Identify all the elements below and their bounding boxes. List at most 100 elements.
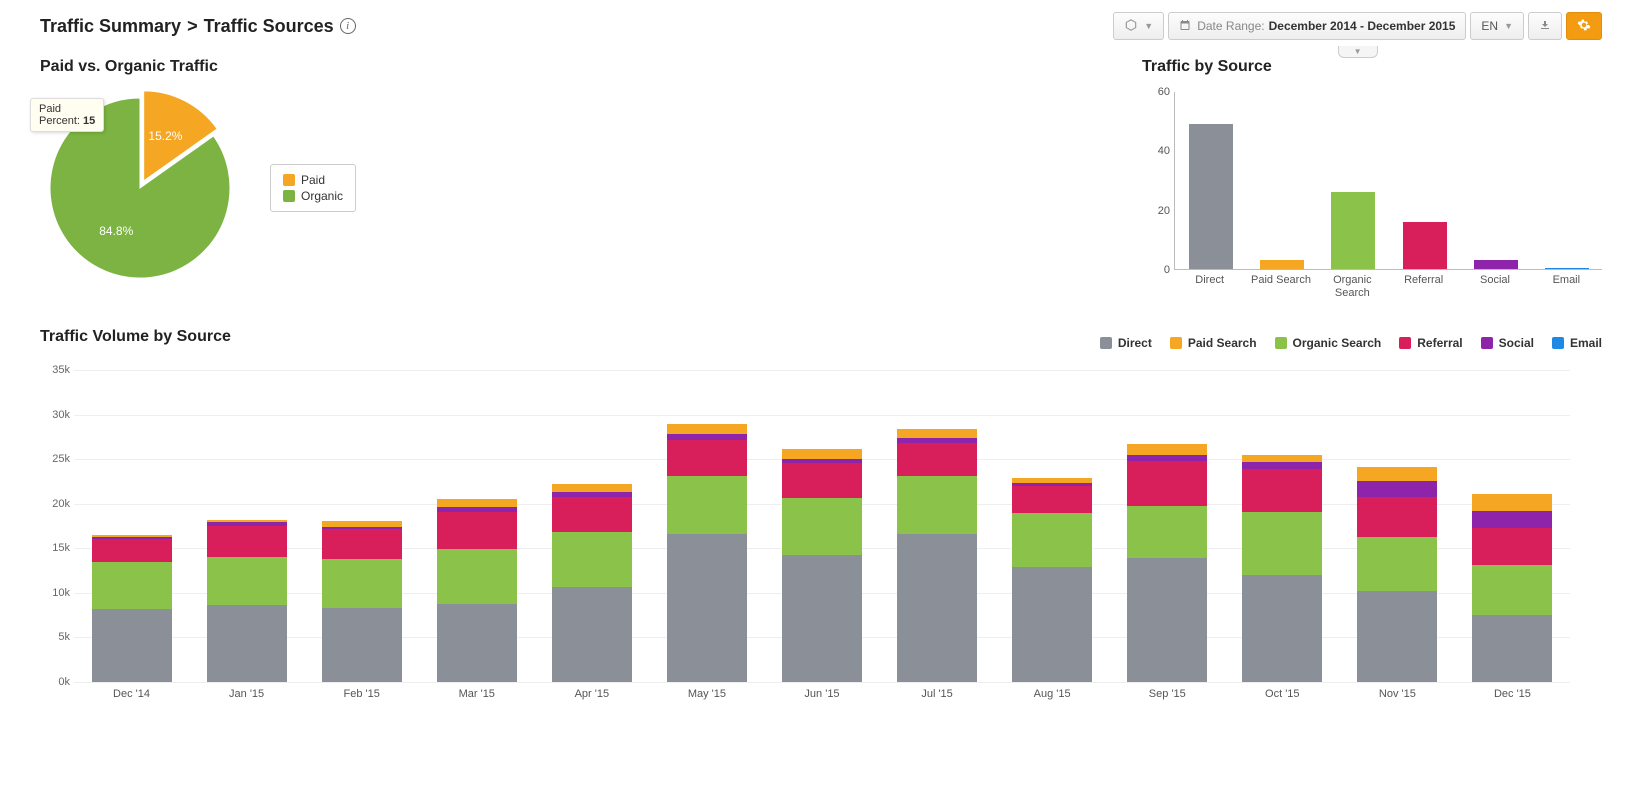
stacked-bar[interactable] <box>92 535 172 682</box>
stacked-bar[interactable] <box>782 449 862 682</box>
language-selector[interactable]: EN ▼ <box>1470 12 1524 40</box>
stacked-bar[interactable] <box>437 499 517 682</box>
bar-segment <box>782 555 862 682</box>
bar[interactable] <box>1474 260 1518 269</box>
pie-chart[interactable]: Paid Percent: 15 15.2% 84.8% <box>40 88 240 288</box>
stacked-bar[interactable] <box>1242 455 1322 682</box>
bar-segment <box>92 562 172 609</box>
y-tick-label: 30k <box>52 409 70 421</box>
legend-item[interactable]: Referral <box>1399 336 1462 350</box>
bar[interactable] <box>1260 260 1304 269</box>
stacked-bar[interactable] <box>897 429 977 682</box>
bar-segment <box>1127 506 1207 559</box>
bar-segment <box>437 604 517 682</box>
legend-item[interactable]: Organic <box>283 189 343 203</box>
y-tick-label: 0k <box>58 676 70 688</box>
legend-item[interactable]: Organic Search <box>1275 336 1382 350</box>
legend-item[interactable]: Direct <box>1100 336 1152 350</box>
bar-segment <box>1242 575 1322 682</box>
y-tick-label: 35k <box>52 364 70 376</box>
small-bar-title: Traffic by Source <box>1142 58 1602 76</box>
bar-segment <box>322 529 402 559</box>
stacked-bar[interactable] <box>1127 444 1207 682</box>
bar-segment <box>667 424 747 434</box>
stacked-bar[interactable] <box>1357 467 1437 682</box>
legend-swatch <box>1481 337 1493 349</box>
breadcrumb-root[interactable]: Traffic Summary <box>40 16 181 37</box>
bar-segment <box>207 605 287 682</box>
cube-button[interactable]: ▼ <box>1113 12 1164 40</box>
bar-segment <box>207 557 287 605</box>
legend-item[interactable]: Social <box>1481 336 1534 350</box>
bar[interactable] <box>1189 124 1233 269</box>
download-icon <box>1539 19 1551 34</box>
stacked-bar[interactable] <box>1012 478 1092 682</box>
pie-title: Paid vs. Organic Traffic <box>40 58 560 76</box>
settings-button[interactable] <box>1566 12 1602 40</box>
legend-swatch <box>1399 337 1411 349</box>
legend-swatch <box>1170 337 1182 349</box>
x-tick-label: Social <box>1460 274 1530 287</box>
bar-segment <box>897 429 977 438</box>
stacked-bar-chart[interactable]: 0k5k10k15k20k25k30k35k Dec '14Jan '15Feb… <box>40 366 1570 706</box>
tooltip-title: Paid <box>39 103 95 115</box>
bar[interactable] <box>1331 192 1375 269</box>
date-range-selector[interactable]: Date Range: December 2014 - December 201… <box>1168 12 1466 40</box>
pie-tooltip: Paid Percent: 15 <box>30 98 104 132</box>
breadcrumb-sep: > <box>187 16 198 37</box>
x-tick-label: Jun '15 <box>767 688 877 700</box>
pie-slice-label: 84.8% <box>99 224 133 238</box>
bar-segment <box>1242 462 1322 469</box>
bar-segment <box>1357 497 1437 536</box>
legend-item[interactable]: Email <box>1552 336 1602 350</box>
language-value: EN <box>1481 19 1498 33</box>
x-tick-label: Email <box>1531 274 1601 287</box>
x-tick-label: Dec '14 <box>77 688 187 700</box>
bar[interactable] <box>1403 222 1447 269</box>
chevron-down-icon: ▼ <box>1504 21 1513 31</box>
stacked-bar[interactable] <box>207 520 287 682</box>
x-tick-label: Referral <box>1389 274 1459 287</box>
bar-segment <box>1472 565 1552 615</box>
bar-segment <box>1357 537 1437 591</box>
bar-segment <box>1242 512 1322 575</box>
expand-handle[interactable]: ▼ <box>1338 46 1378 58</box>
calendar-icon <box>1179 19 1191 34</box>
stacked-bar[interactable] <box>322 521 402 682</box>
small-bar-panel: Traffic by Source 0204060 DirectPaid Sea… <box>1142 58 1602 298</box>
x-tick-label: Aug '15 <box>997 688 1107 700</box>
legend-swatch <box>1100 337 1112 349</box>
stacked-bar[interactable] <box>552 484 632 682</box>
download-button[interactable] <box>1528 12 1562 40</box>
big-chart-panel: Traffic Volume by Source DirectPaid Sear… <box>40 328 1602 706</box>
bar-segment <box>1472 511 1552 528</box>
small-bar-chart[interactable]: 0204060 DirectPaid SearchOrganic SearchR… <box>1142 88 1602 298</box>
y-tick-label: 20 <box>1158 205 1170 217</box>
bar-segment <box>1242 455 1322 462</box>
bar[interactable] <box>1545 268 1589 269</box>
bar-segment <box>92 539 172 562</box>
y-tick-label: 0 <box>1164 264 1170 276</box>
legend-swatch <box>1275 337 1287 349</box>
y-tick-label: 5k <box>58 631 70 643</box>
bar-segment <box>1127 461 1207 506</box>
bar-segment <box>1472 528 1552 565</box>
stacked-bar[interactable] <box>1472 494 1552 682</box>
pie-slice-label: 15.2% <box>148 129 182 143</box>
bar-segment <box>1127 444 1207 455</box>
legend-label: Paid Search <box>1188 336 1257 350</box>
info-icon[interactable]: i <box>340 18 356 34</box>
x-tick-label: Jul '15 <box>882 688 992 700</box>
legend-item[interactable]: Paid Search <box>1170 336 1257 350</box>
tooltip-value: 15 <box>83 115 95 127</box>
bar-segment <box>1472 615 1552 682</box>
legend-swatch <box>283 174 295 186</box>
legend-item[interactable]: Paid <box>283 173 343 187</box>
date-range-value: December 2014 - December 2015 <box>1269 19 1456 33</box>
bar-segment <box>552 497 632 533</box>
x-tick-label: Apr '15 <box>537 688 647 700</box>
bar-segment <box>437 512 517 549</box>
chevron-down-icon: ▼ <box>1354 47 1362 56</box>
stacked-bar[interactable] <box>667 424 747 682</box>
bar-segment <box>322 608 402 682</box>
